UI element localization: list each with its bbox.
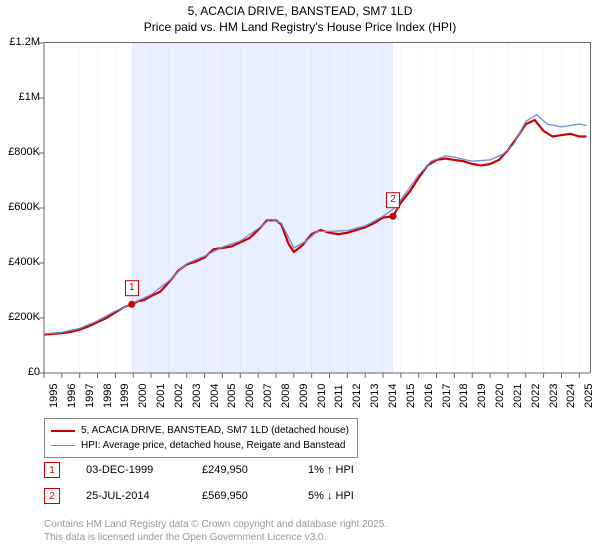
x-tick-label: 2003 [191, 384, 203, 408]
legend-label-price-paid: 5, ACACIA DRIVE, BANSTEAD, SM7 1LD (deta… [81, 423, 349, 438]
x-tick-label: 2006 [244, 384, 256, 408]
footnote-line1: Contains HM Land Registry data © Crown c… [44, 518, 387, 531]
x-tick-label: 2018 [458, 384, 470, 408]
x-tick-label: 2002 [173, 384, 185, 408]
legend-swatch-price-paid [51, 430, 75, 432]
y-tick-label: £1M [0, 91, 40, 103]
x-tick-label: 1996 [66, 384, 78, 408]
x-tick-label: 2017 [441, 384, 453, 408]
legend-box: 5, ACACIA DRIVE, BANSTEAD, SM7 1LD (deta… [44, 418, 358, 458]
x-tick-label: 2019 [476, 384, 488, 408]
x-tick-label: 2022 [530, 384, 542, 408]
x-tick-label: 2000 [137, 384, 149, 408]
x-tick-label: 2007 [262, 384, 274, 408]
sale-marker-2: 2 [44, 488, 60, 504]
x-tick-label: 2008 [280, 384, 292, 408]
legend-swatch-hpi [51, 445, 75, 446]
y-tick-label: £200K [0, 311, 40, 323]
x-tick-label: 2025 [583, 384, 595, 408]
sale-row-1: 1 03-DEC-1999 £249,950 1% ↑ HPI [44, 462, 354, 478]
x-tick-label: 2020 [494, 384, 506, 408]
chart-marker-1: 1 [125, 280, 139, 296]
x-tick-label: 1998 [102, 384, 114, 408]
chart-container: 5, ACACIA DRIVE, BANSTEAD, SM7 1LD Price… [0, 0, 600, 560]
sale-date-2: 25-JUL-2014 [86, 490, 176, 502]
x-tick-label: 2023 [548, 384, 560, 408]
title-line1: 5, ACACIA DRIVE, BANSTEAD, SM7 1LD [0, 4, 600, 20]
x-tick-label: 2015 [405, 384, 417, 408]
y-tick-label: £0 [0, 366, 40, 378]
legend-label-hpi: HPI: Average price, detached house, Reig… [81, 438, 345, 453]
chart-plot-area [44, 42, 591, 373]
sale-price-2: £569,950 [202, 490, 282, 502]
title-line2: Price paid vs. HM Land Registry's House … [0, 20, 600, 36]
x-tick-label: 2021 [512, 384, 524, 408]
sale-row-2: 2 25-JUL-2014 £569,950 5% ↓ HPI [44, 488, 354, 504]
x-tick-label: 2011 [333, 384, 345, 408]
legend-entry-hpi: HPI: Average price, detached house, Reig… [51, 438, 349, 453]
y-tick-label: £1.2M [0, 36, 40, 48]
footnote: Contains HM Land Registry data © Crown c… [44, 518, 387, 544]
sale-delta-1: 1% ↑ HPI [308, 464, 354, 476]
y-tick-label: £600K [0, 201, 40, 213]
x-tick-label: 2009 [298, 384, 310, 408]
footnote-line2: This data is licensed under the Open Gov… [44, 531, 387, 544]
x-tick-label: 2014 [387, 384, 399, 408]
x-tick-label: 2013 [369, 384, 381, 408]
x-tick-label: 2010 [316, 384, 328, 408]
sale-date-1: 03-DEC-1999 [86, 464, 176, 476]
legend-entry-price-paid: 5, ACACIA DRIVE, BANSTEAD, SM7 1LD (deta… [51, 423, 349, 438]
sale-price-1: £249,950 [202, 464, 282, 476]
x-tick-label: 2024 [565, 384, 577, 408]
x-tick-label: 2001 [155, 384, 167, 408]
y-tick-label: £800K [0, 146, 40, 158]
x-tick-label: 1999 [119, 384, 131, 408]
x-tick-label: 2012 [351, 384, 363, 408]
y-tick-label: £400K [0, 256, 40, 268]
x-tick-label: 2016 [423, 384, 435, 408]
chart-svg [44, 43, 590, 373]
x-tick-label: 2005 [226, 384, 238, 408]
x-tick-label: 1995 [48, 384, 60, 408]
x-tick-label: 2004 [209, 384, 221, 408]
sale-delta-2: 5% ↓ HPI [308, 490, 354, 502]
x-tick-label: 1997 [84, 384, 96, 408]
chart-marker-2: 2 [386, 192, 400, 208]
sale-marker-1: 1 [44, 462, 60, 478]
title-block: 5, ACACIA DRIVE, BANSTEAD, SM7 1LD Price… [0, 0, 600, 35]
